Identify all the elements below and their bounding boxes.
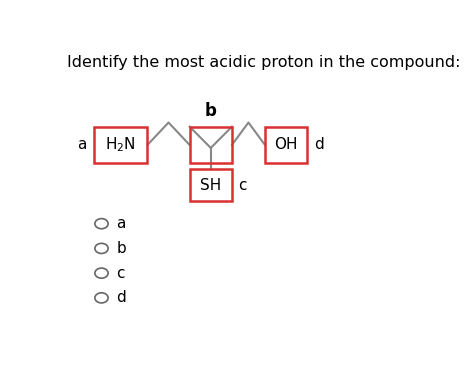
Bar bbox=[94, 127, 147, 163]
Text: SH: SH bbox=[200, 177, 221, 192]
Circle shape bbox=[95, 243, 108, 253]
Text: b: b bbox=[205, 102, 217, 120]
Text: a: a bbox=[77, 138, 86, 153]
Circle shape bbox=[95, 219, 108, 229]
Text: a: a bbox=[116, 216, 126, 231]
Text: c: c bbox=[116, 266, 125, 281]
Bar bbox=[265, 127, 307, 163]
Text: d: d bbox=[314, 138, 324, 153]
Text: b: b bbox=[116, 241, 126, 256]
Bar bbox=[190, 169, 232, 201]
Text: H$_2$N: H$_2$N bbox=[105, 136, 136, 154]
Text: OH: OH bbox=[274, 138, 298, 153]
Text: c: c bbox=[238, 177, 247, 192]
Text: d: d bbox=[116, 291, 126, 306]
Text: Identify the most acidic proton in the compound:: Identify the most acidic proton in the c… bbox=[66, 55, 460, 70]
Circle shape bbox=[95, 268, 108, 278]
Bar bbox=[190, 127, 232, 163]
Circle shape bbox=[95, 293, 108, 303]
